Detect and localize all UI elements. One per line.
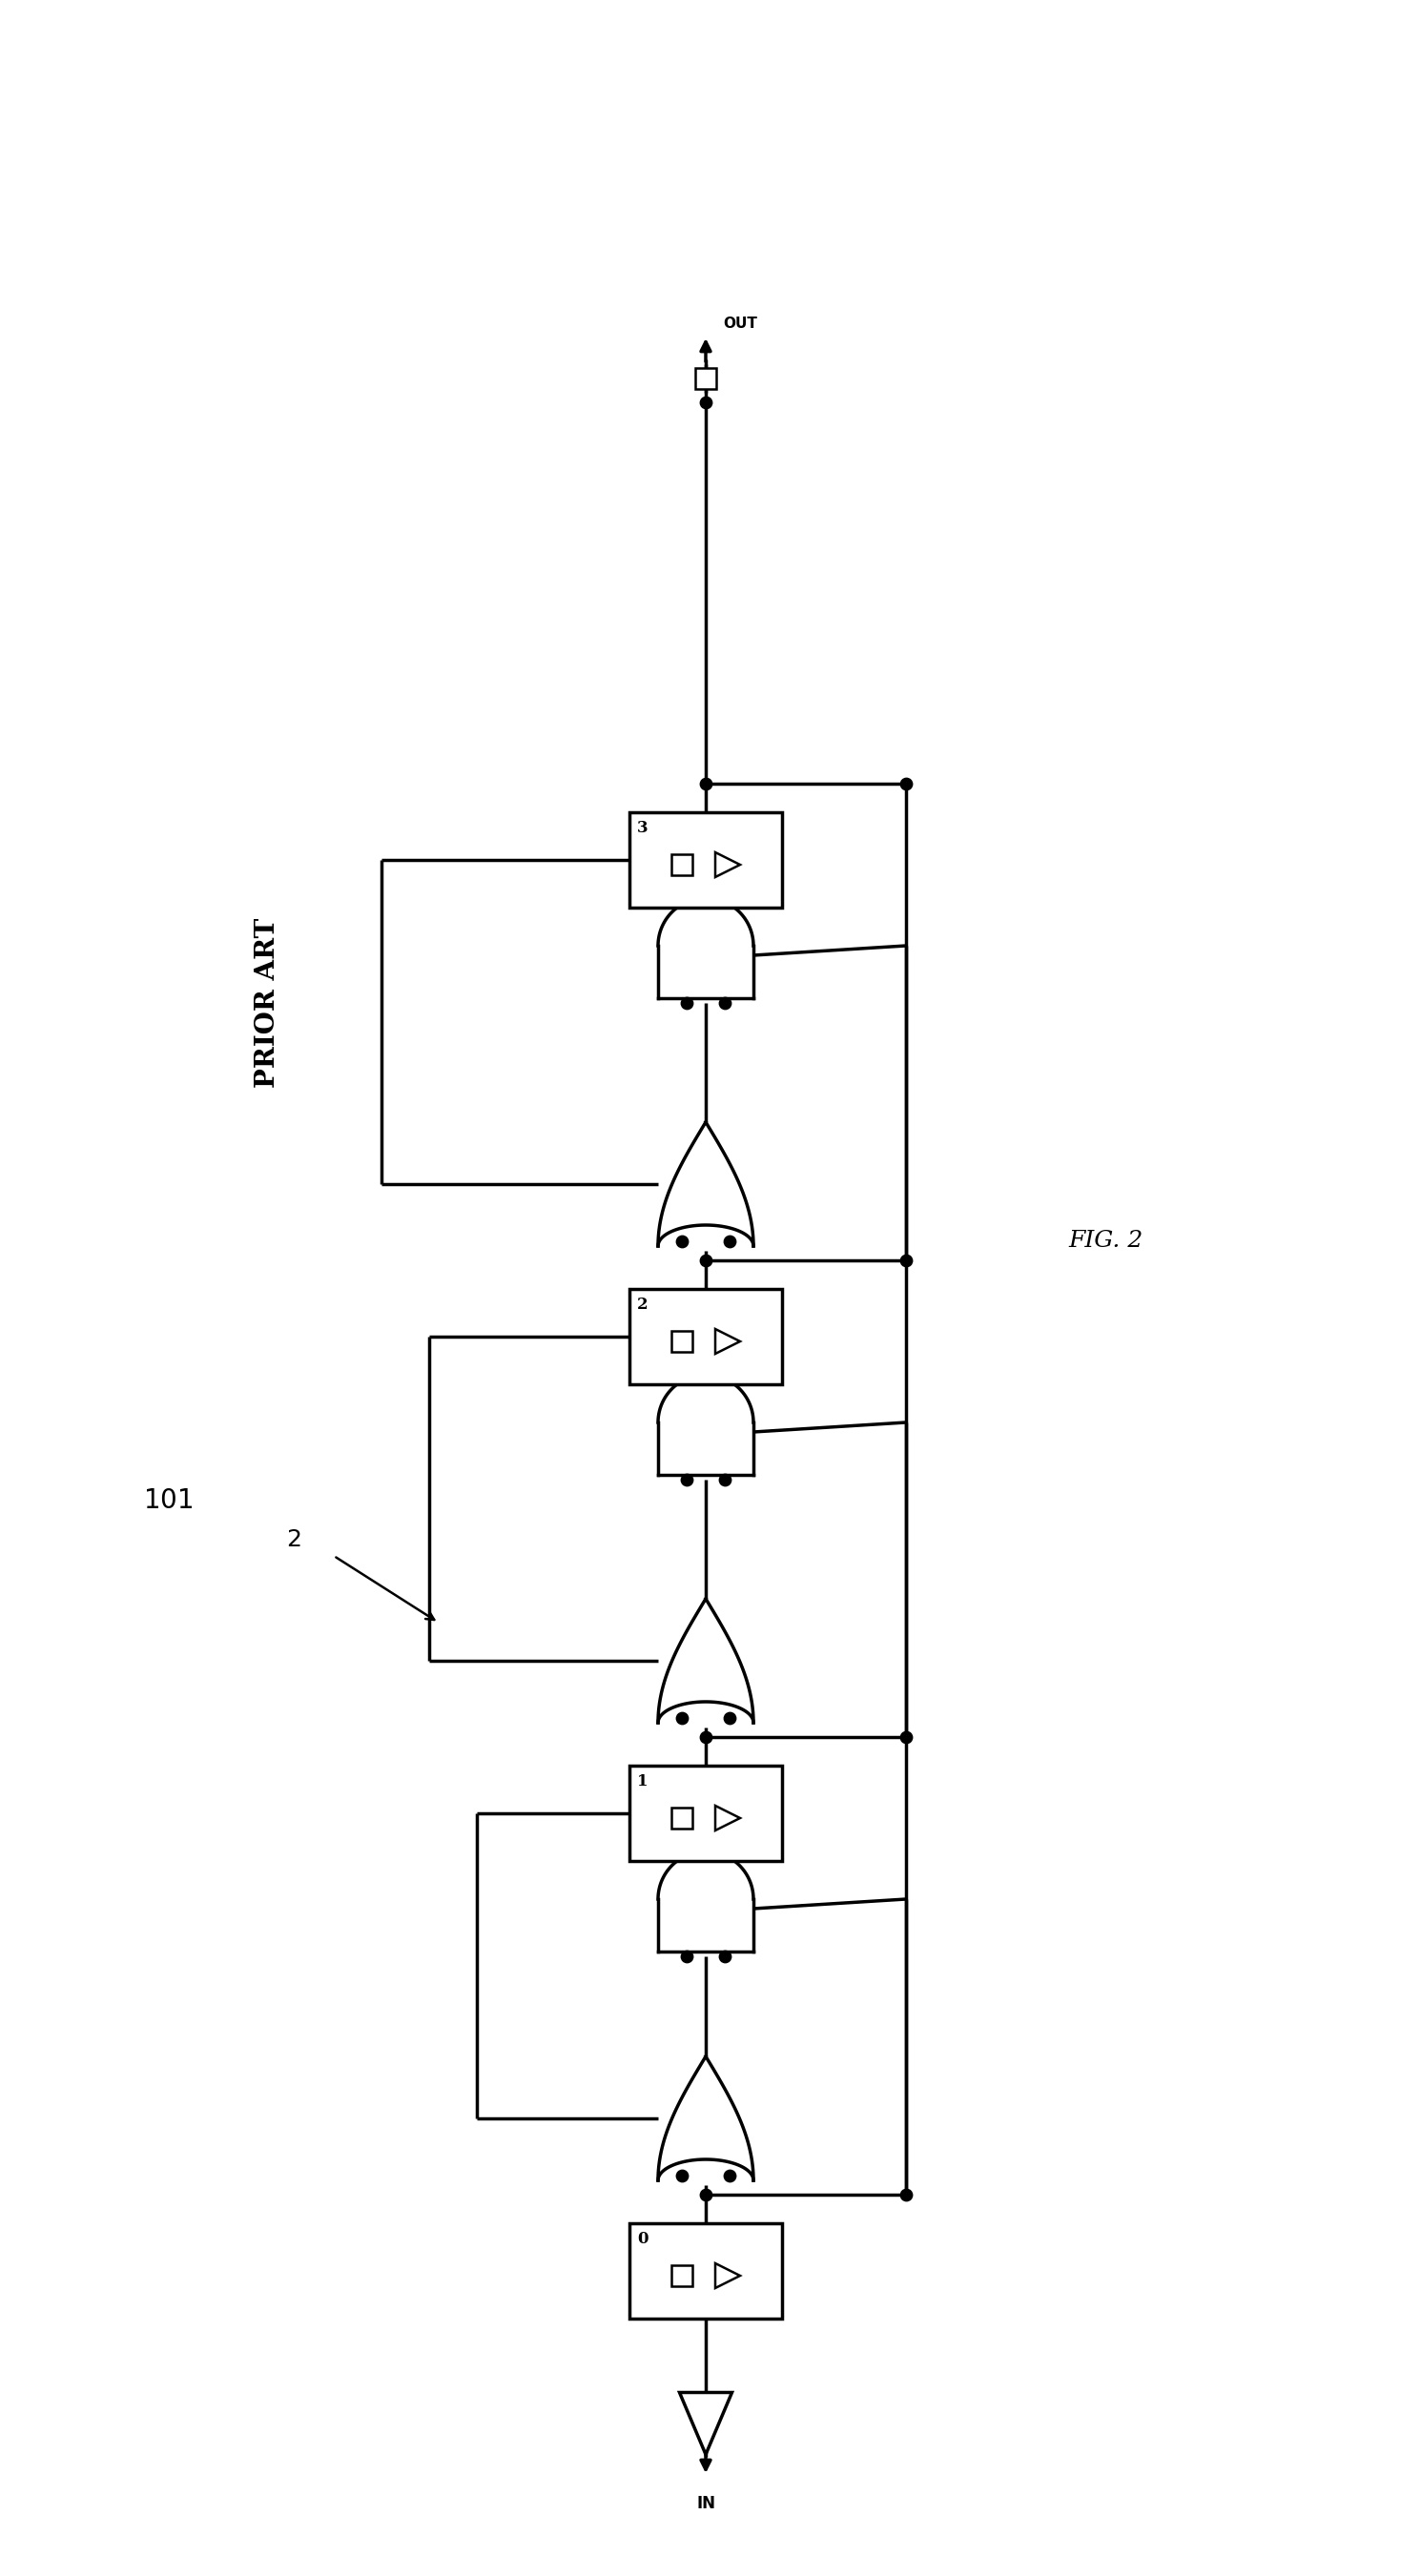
Point (695, 381, 718, 422)
Bar (671, 2264, 692, 2285)
Text: IN: IN (696, 2496, 715, 2512)
Point (718, 1698, 740, 1739)
Bar (630, 2223, 782, 2318)
Point (895, 762, 918, 804)
Point (695, 762, 718, 804)
Point (671, 1698, 693, 1739)
Point (675, 1935, 698, 1976)
Point (713, 1458, 736, 1499)
Text: $101$: $101$ (144, 1489, 193, 1515)
Bar (630, 1765, 782, 1860)
Text: $2$: $2$ (286, 1528, 301, 1551)
Text: 3: 3 (637, 819, 648, 837)
Polygon shape (679, 2393, 732, 2455)
Text: OUT: OUT (723, 317, 757, 330)
Point (671, 2156, 693, 2197)
Bar (671, 855, 692, 876)
Bar (671, 1332, 692, 1352)
Point (895, 1716, 918, 1757)
Point (695, 2174, 718, 2215)
Bar (671, 1808, 692, 1829)
Text: FIG. 2: FIG. 2 (1069, 1231, 1142, 1252)
Bar (630, 1288, 782, 1383)
Point (695, 1239, 718, 1280)
Bar (630, 811, 782, 907)
Point (675, 981, 698, 1023)
Bar (695, 368, 716, 389)
Point (695, 1716, 718, 1757)
Point (675, 1458, 698, 1499)
Point (671, 1221, 693, 1262)
Point (895, 1239, 918, 1280)
Point (718, 1221, 740, 1262)
Text: PRIOR ART: PRIOR ART (254, 917, 280, 1087)
Text: 2: 2 (637, 1296, 648, 1314)
Text: 1: 1 (637, 1772, 648, 1790)
Point (718, 2156, 740, 2197)
Point (713, 981, 736, 1023)
Point (713, 1935, 736, 1976)
Text: 0: 0 (637, 2231, 648, 2246)
Point (895, 2174, 918, 2215)
